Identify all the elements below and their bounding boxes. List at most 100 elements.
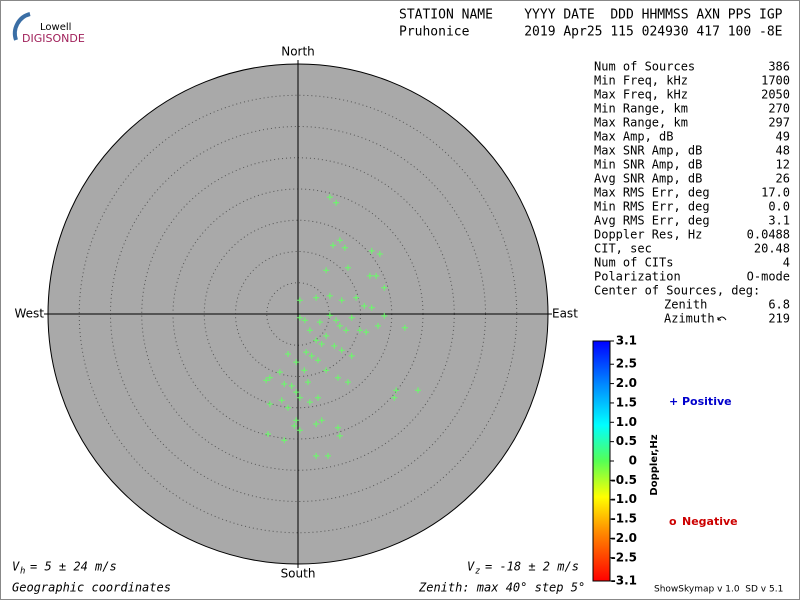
source-point (348, 352, 355, 359)
source-point (335, 424, 341, 431)
source-point (281, 381, 288, 387)
source-point (323, 332, 330, 339)
stat-value: 270 (768, 102, 790, 116)
source-point (285, 404, 291, 411)
source-point (315, 394, 321, 401)
stat-label: Min Range, km (594, 102, 688, 116)
source-point (381, 312, 388, 319)
source-point (265, 431, 271, 437)
source-point (296, 427, 303, 434)
stat-value: 386 (768, 60, 790, 74)
stat-value: 20.48 (754, 242, 790, 256)
stat-label: Polarization (594, 270, 681, 284)
colorbar-tick-label: 0 (629, 454, 637, 468)
direction-north: North (281, 45, 315, 59)
logo: Lowell DIGISONDE (12, 12, 85, 45)
stat-label: Max RMS Err, deg (594, 186, 710, 200)
source-point (361, 302, 368, 309)
source-point (373, 272, 380, 279)
source-point (296, 394, 303, 401)
source-point (338, 347, 345, 354)
stat-label: Max Amp, dB (594, 130, 673, 144)
source-point (348, 314, 355, 321)
vz-symbol: V (467, 560, 475, 574)
colorbar-tick-label: 2.0 (616, 376, 637, 390)
source-point (336, 322, 343, 329)
source-point (296, 297, 303, 304)
source-point (333, 199, 340, 206)
source-point (366, 272, 373, 279)
source-point (278, 397, 285, 404)
colorbar-tick-label: -1.0 (611, 492, 637, 506)
colorbar-tick-label: 2.5 (616, 357, 637, 371)
source-point (313, 421, 320, 427)
legend-symbol: o (669, 515, 677, 528)
source-point (331, 342, 338, 349)
source-point (276, 369, 283, 376)
logo-bottom: DIGISONDE (22, 32, 85, 45)
source-point (313, 452, 320, 459)
source-point (318, 341, 325, 347)
source-point (293, 417, 300, 424)
stat-value: 26 (776, 172, 790, 186)
source-point (306, 399, 313, 406)
source-point (343, 327, 350, 334)
source-point (306, 327, 313, 334)
source-point (338, 297, 345, 304)
header-labels: STATION NAME YYYY DATE DDD HHMMSS AXN PP… (399, 8, 783, 23)
source-point (305, 379, 311, 386)
source-point (330, 242, 336, 249)
vz-sub: z (475, 567, 480, 577)
center-value: 6.8 (768, 298, 790, 312)
colorbar-tick-label: 3.1 (616, 334, 637, 348)
source-point (335, 374, 341, 381)
source-point (325, 452, 331, 459)
source-point (375, 322, 381, 329)
source-point (301, 317, 308, 324)
source-point (293, 389, 300, 396)
source-point (296, 314, 303, 321)
colorbar-tick-label: -0.5 (611, 473, 637, 487)
stat-value: 48 (776, 144, 790, 158)
zenith-note: Zenith: max 40° step 5° (418, 581, 585, 595)
source-point (323, 367, 330, 374)
stat-label: Num of Sources (594, 60, 695, 74)
direction-west: West (14, 307, 44, 321)
stat-label: Max Range, km (594, 116, 688, 130)
coords-note: Geographic coordinates (12, 581, 171, 595)
source-point (415, 387, 421, 394)
stat-value: 12 (776, 158, 790, 172)
source-point (313, 337, 320, 344)
colorbar-tick-label: 0.5 (616, 434, 637, 448)
center-title: Center of Sources, deg: (594, 284, 760, 298)
stat-value: 4 (783, 256, 790, 270)
center-label: Azimuth (664, 312, 715, 326)
legend-label: Positive (682, 395, 732, 408)
stat-label: Doppler Res, Hz (594, 228, 702, 242)
header-values: Pruhonice 2019 Apr25 115 024930 417 100 … (399, 25, 783, 40)
stat-label: Min SNR Amp, dB (594, 158, 702, 172)
source-point (376, 251, 383, 257)
direction-south: South (281, 567, 316, 581)
source-point (288, 382, 295, 389)
stat-label: Max SNR Amp, dB (594, 144, 702, 158)
source-point (266, 374, 273, 381)
stat-label: Num of CITs (594, 256, 673, 270)
vh-text: = 5 ± 24 m/s (30, 560, 117, 574)
stat-label: Min Freq, kHz (594, 74, 688, 88)
stat-value: 1700 (761, 74, 790, 88)
source-point (326, 292, 333, 299)
source-point (341, 244, 348, 251)
logo-top: Lowell (40, 22, 71, 33)
stat-value: 17.0 (761, 186, 790, 200)
source-point (381, 284, 388, 291)
source-point (345, 379, 351, 386)
vh-symbol: V (12, 560, 20, 574)
stat-label: CIT, sec (594, 242, 652, 256)
source-point (391, 394, 398, 401)
source-point (318, 417, 325, 424)
source-point (401, 324, 408, 331)
source-point (393, 387, 400, 394)
source-point (368, 304, 375, 311)
